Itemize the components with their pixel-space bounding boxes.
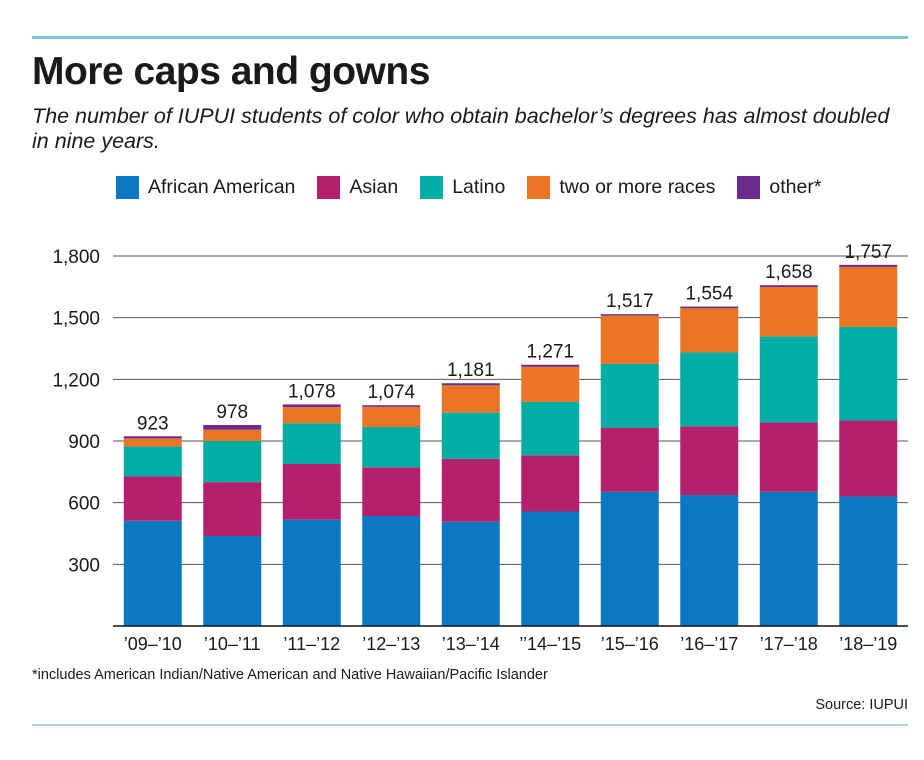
bar-segment (203, 429, 262, 441)
y-tick-label: 900 (68, 432, 100, 453)
bar-segment (759, 336, 818, 423)
y-tick-label: 600 (68, 494, 100, 515)
legend: African American Asian Latino two or mor… (116, 172, 821, 202)
source-note: Source: IUPUI (815, 697, 908, 713)
bar-segment (759, 285, 818, 288)
bar-segment (600, 363, 659, 428)
x-tick-label: ’17–’18 (760, 634, 818, 654)
bar-segment (123, 476, 182, 521)
bar-segment (521, 401, 580, 456)
bar-segment (600, 315, 659, 364)
bar-segment (839, 326, 898, 421)
legend-item-asian: Asian (317, 175, 399, 199)
x-tick-label: ’16–’17 (680, 634, 738, 654)
bar-segment (600, 427, 659, 492)
y-tick-label: 1,800 (52, 247, 100, 268)
bar-segment (521, 511, 580, 626)
total-label: 1,554 (685, 284, 733, 305)
legend-label: two or more races (559, 175, 716, 198)
bar-segment (521, 366, 580, 402)
x-tick-label: ’’14–’15 (519, 634, 581, 654)
total-label: 978 (216, 402, 248, 423)
bar-segment (441, 383, 500, 386)
bar-segment (680, 306, 739, 309)
bar-segment (839, 420, 898, 497)
y-tick-label: 300 (68, 555, 100, 576)
total-label: 1,517 (606, 291, 654, 312)
bar-segment (282, 519, 341, 626)
x-tick-label: ’15–’16 (601, 634, 659, 654)
bar-segment (123, 438, 182, 447)
bar-segment (839, 266, 898, 327)
bar-segment (203, 424, 262, 430)
bar-segment (362, 405, 421, 407)
bar-segment (362, 467, 421, 517)
bar-segment (362, 427, 421, 468)
legend-swatch-african-american (116, 175, 139, 199)
bar-segment (282, 423, 341, 465)
bar-segment (203, 441, 262, 483)
x-tick-label: ’18–’19 (839, 634, 897, 654)
legend-item-two-or-more-races: two or more races (527, 175, 716, 199)
bar-segment (441, 385, 500, 413)
legend-swatch-latino (420, 175, 444, 199)
total-label: 1,757 (844, 242, 892, 263)
bottom-rule (32, 724, 908, 726)
total-label: 1,658 (765, 262, 813, 283)
bar-segment (759, 422, 818, 492)
legend-item-other: other* (737, 175, 822, 199)
total-label: 1,074 (367, 382, 415, 403)
bar-segment (123, 446, 182, 477)
bar-segment (839, 264, 898, 267)
bar-segment (759, 491, 818, 626)
stacked-bar-chart: 300 600 900 1,200 1,500 1,800 923 ’09–’10 978 ’10… (52, 242, 908, 654)
bar-segment (600, 491, 659, 626)
bar-segment (203, 535, 262, 626)
bar-segment (680, 352, 739, 427)
legend-item-latino: Latino (420, 175, 506, 199)
legend-swatch-two-or-more-races (527, 175, 551, 199)
top-rule (32, 36, 908, 39)
legend-swatch-other (737, 175, 761, 199)
bar-segment (282, 407, 341, 424)
bar-segment (362, 406, 421, 428)
legend-swatch-asian (317, 175, 341, 199)
bar-segment (839, 496, 898, 626)
total-label: 1,078 (288, 381, 336, 402)
legend-label: Asian (349, 175, 399, 198)
x-tick-label: ’11–’12 (283, 634, 340, 654)
bar-segment (680, 495, 739, 626)
bar-segment (441, 458, 500, 522)
bar-segment (362, 516, 421, 626)
footnote: *includes American Indian/Native America… (32, 667, 548, 683)
y-tick-label: 1,200 (52, 370, 100, 391)
x-tick-label: ’10–’11 (204, 634, 261, 654)
bar-segment (680, 426, 739, 496)
legend-label: African American (148, 175, 296, 198)
x-tick-label: ’12–’13 (362, 634, 420, 654)
chart-subtitle: The number of IUPUI students of color wh… (32, 104, 890, 153)
legend-label: other* (769, 175, 822, 198)
total-label: 1,271 (526, 342, 574, 363)
chart-title: More caps and gowns (32, 50, 430, 93)
bar-segment (282, 464, 341, 520)
bar-segment (521, 455, 580, 512)
bar-segment (759, 287, 818, 337)
bar-segment (123, 436, 182, 439)
bar-segment (441, 521, 500, 626)
bar-segment (600, 314, 659, 316)
bar-segment (203, 482, 262, 536)
bar-segment (521, 364, 580, 367)
bar-segment (441, 412, 500, 459)
bar-segment (680, 308, 739, 353)
bar-segment (282, 404, 341, 408)
bar-segment (123, 520, 182, 626)
x-tick-label: ’09–’10 (124, 634, 182, 654)
x-tick-label: ’13–’14 (442, 634, 500, 654)
legend-item-african-american: African American (116, 175, 296, 199)
legend-label: Latino (452, 175, 506, 198)
y-tick-label: 1,500 (52, 309, 100, 330)
total-label: 923 (137, 413, 169, 434)
total-label: 1,181 (447, 360, 495, 381)
